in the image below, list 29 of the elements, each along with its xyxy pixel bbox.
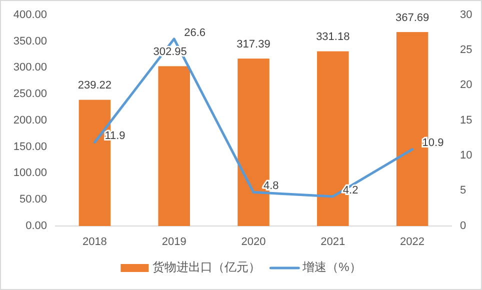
y2-tick-label: 30 [460, 8, 472, 21]
y2-tick-label: 5 [460, 184, 466, 197]
data-label: 331.18 [316, 31, 350, 44]
y2-tick-label: 0 [460, 220, 466, 232]
x-tick-label: 2022 [400, 236, 425, 248]
y-tick-label: 300.00 [13, 62, 47, 74]
data-label: 26.6 [184, 26, 206, 39]
bar [158, 66, 190, 226]
y-tick-label: 150.00 [13, 140, 47, 153]
y2-tick-label: 25 [460, 44, 472, 56]
y-tick-label: 250.00 [13, 88, 47, 100]
y2-tick-label: 20 [460, 79, 472, 92]
x-tick-label: 2021 [320, 236, 346, 248]
y2-tick-label: 15 [460, 114, 472, 126]
y-tick-label: 50.00 [19, 194, 47, 206]
data-label: 239.22 [78, 80, 112, 92]
y2-tick-label: 10 [460, 150, 472, 162]
x-tick-label: 2018 [82, 236, 107, 248]
y-tick-label: 350.00 [13, 35, 47, 48]
y-tick-label: 400.00 [13, 8, 47, 21]
legend-label: 增速（%） [302, 260, 362, 274]
data-label: 317.39 [236, 38, 270, 50]
legend-label: 货物进出口（亿元） [152, 260, 261, 274]
y-tick-label: 200.00 [13, 114, 47, 126]
data-label: 367.69 [395, 12, 430, 24]
x-tick-label: 2020 [241, 236, 266, 248]
y-tick-label: 100.00 [13, 167, 47, 180]
x-tick-label: 2019 [162, 236, 186, 248]
y-tick-label: 0.00 [26, 220, 47, 232]
